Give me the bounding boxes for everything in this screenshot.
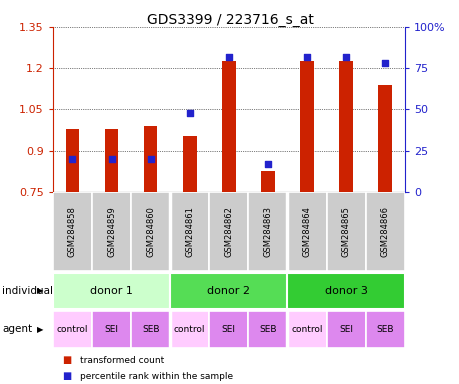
Bar xyxy=(365,192,404,271)
Bar xyxy=(170,192,209,271)
Point xyxy=(303,53,310,60)
Text: donor 2: donor 2 xyxy=(207,286,250,296)
Bar xyxy=(209,192,248,271)
Point xyxy=(225,53,232,60)
Bar xyxy=(170,273,287,309)
Bar xyxy=(131,192,170,271)
Text: SEB: SEB xyxy=(258,325,276,334)
Text: donor 1: donor 1 xyxy=(90,286,133,296)
Point xyxy=(147,156,154,162)
Point xyxy=(264,161,271,167)
Bar xyxy=(209,311,248,348)
Text: control: control xyxy=(174,325,205,334)
Text: SEI: SEI xyxy=(338,325,353,334)
Bar xyxy=(365,311,404,348)
Bar xyxy=(53,273,170,309)
Text: GSM284862: GSM284862 xyxy=(224,206,233,257)
Bar xyxy=(183,136,196,192)
Text: GSM284863: GSM284863 xyxy=(263,206,272,257)
Bar xyxy=(92,311,131,348)
Bar xyxy=(326,311,365,348)
Bar xyxy=(105,129,118,192)
Text: control: control xyxy=(56,325,88,334)
Text: ■: ■ xyxy=(62,371,71,381)
Bar xyxy=(222,61,235,192)
Bar xyxy=(378,85,391,192)
Text: transformed count: transformed count xyxy=(79,356,163,365)
Point xyxy=(186,110,193,116)
Text: ▶: ▶ xyxy=(37,286,44,295)
Text: GSM284864: GSM284864 xyxy=(302,206,311,257)
Text: percentile rank within the sample: percentile rank within the sample xyxy=(79,372,232,381)
Bar xyxy=(53,192,92,271)
Bar xyxy=(131,311,170,348)
Text: GSM284860: GSM284860 xyxy=(146,206,155,257)
Bar xyxy=(92,192,131,271)
Bar xyxy=(170,311,209,348)
Bar xyxy=(339,61,352,192)
Bar xyxy=(261,171,274,192)
Text: ■: ■ xyxy=(62,356,71,366)
Bar xyxy=(287,192,326,271)
Text: GSM284861: GSM284861 xyxy=(185,206,194,257)
Text: GDS3399 / 223716_s_at: GDS3399 / 223716_s_at xyxy=(146,13,313,27)
Bar xyxy=(287,311,326,348)
Text: SEI: SEI xyxy=(221,325,235,334)
Bar xyxy=(300,61,313,192)
Text: GSM284859: GSM284859 xyxy=(107,206,116,257)
Bar xyxy=(53,311,92,348)
Text: SEI: SEI xyxy=(104,325,118,334)
Text: GSM284865: GSM284865 xyxy=(341,206,350,257)
Bar xyxy=(326,192,365,271)
Text: agent: agent xyxy=(2,324,32,334)
Text: ▶: ▶ xyxy=(37,325,44,334)
Text: SEB: SEB xyxy=(375,325,393,334)
Text: GSM284866: GSM284866 xyxy=(380,206,389,257)
Bar xyxy=(144,126,157,192)
Point xyxy=(108,156,115,162)
Text: GSM284858: GSM284858 xyxy=(68,206,77,257)
Point xyxy=(381,60,388,66)
Bar xyxy=(66,129,79,192)
Point xyxy=(69,156,76,162)
Point xyxy=(341,53,349,60)
Text: individual: individual xyxy=(2,286,53,296)
Text: SEB: SEB xyxy=(141,325,159,334)
Bar xyxy=(248,192,287,271)
Bar xyxy=(287,273,404,309)
Bar xyxy=(248,311,287,348)
Text: donor 3: donor 3 xyxy=(324,286,367,296)
Text: control: control xyxy=(291,325,322,334)
